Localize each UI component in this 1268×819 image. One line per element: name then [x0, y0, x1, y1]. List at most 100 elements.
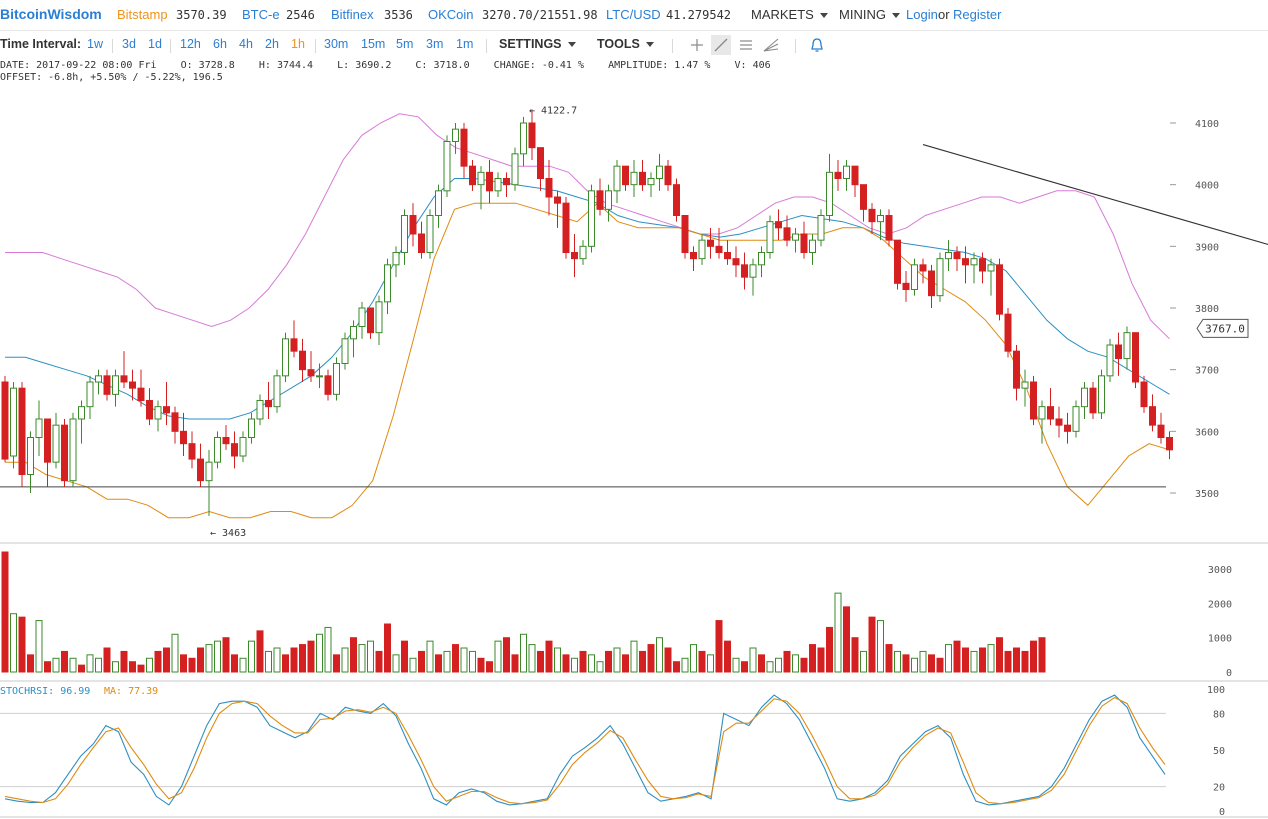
volume-bar	[112, 661, 119, 673]
bell-icon[interactable]	[807, 35, 827, 55]
volume-bar	[834, 592, 842, 673]
interval-1w[interactable]: 1w	[87, 37, 103, 51]
volume-bar	[1004, 650, 1012, 673]
volume-bar	[741, 661, 748, 673]
interval-4h[interactable]: 4h	[239, 37, 253, 51]
volume-bar	[307, 640, 315, 673]
horizontal-lines-icon[interactable]	[736, 35, 756, 55]
volume-bar	[248, 640, 255, 673]
brand-logo[interactable]: BitcoinWisdom	[0, 6, 102, 22]
volume-bar	[35, 620, 43, 673]
candle-body	[698, 239, 706, 260]
trendline-icon[interactable]	[711, 35, 731, 55]
volume-bar	[265, 650, 272, 673]
bollinger-lower-line	[5, 202, 1170, 519]
volume-bar	[545, 640, 553, 673]
trendline	[922, 144, 1268, 245]
separator	[112, 39, 113, 53]
candle-body	[418, 233, 425, 253]
volume-tick-label: 2000	[1208, 599, 1232, 610]
volume-bar	[622, 654, 629, 673]
volume-bar	[877, 620, 884, 673]
candle-body	[214, 437, 221, 463]
ticker-bitstamp-link[interactable]: Bitstamp	[117, 7, 168, 22]
interval-1m[interactable]: 1m	[456, 37, 474, 51]
candle-body	[860, 184, 867, 210]
candle-body	[741, 264, 748, 278]
candle-body	[231, 443, 238, 457]
volume-bar	[103, 647, 111, 673]
volume-bars	[1, 551, 1046, 673]
register-link[interactable]: Register	[953, 7, 1002, 22]
candle-body	[707, 239, 714, 247]
annotations: ← 4122.7 ← 3463 3767.0	[210, 105, 1249, 539]
volume-bar	[554, 647, 561, 673]
candle-body	[44, 418, 51, 463]
candle-body	[86, 381, 94, 408]
ticker-okcoin-link[interactable]: OKCoin	[428, 7, 474, 22]
fan-icon[interactable]	[761, 35, 781, 55]
candle-body	[537, 147, 544, 180]
interval-3m[interactable]: 3m	[426, 37, 444, 51]
interval-1h[interactable]: 1h	[291, 37, 305, 51]
candle-body	[188, 443, 196, 460]
volume-bar	[86, 654, 94, 673]
interval-15m[interactable]: 15m	[361, 37, 386, 51]
volume-bar	[409, 657, 417, 673]
price-tick-label: 3900	[1195, 242, 1219, 253]
markets-menu[interactable]: MARKETS	[751, 7, 828, 22]
mining-menu[interactable]: MINING	[839, 7, 900, 22]
price-axis: 3500 3600 3700 3800 3900 4000 4100	[1170, 119, 1219, 500]
candle-body	[248, 418, 255, 438]
candle-body	[1055, 418, 1063, 426]
volume-bar	[596, 661, 604, 673]
volume-bar	[928, 654, 935, 673]
candle-body	[401, 215, 408, 253]
volume-bar	[214, 640, 221, 673]
candle-body	[341, 338, 349, 365]
candle-body	[647, 178, 655, 186]
crosshair-icon[interactable]	[687, 35, 707, 55]
candle-body	[664, 165, 672, 186]
tools-menu[interactable]: TOOLS	[597, 37, 654, 51]
candle-body	[103, 375, 111, 395]
candle-body	[970, 258, 978, 266]
interval-1d[interactable]: 1d	[148, 37, 162, 51]
ticker-btce-link[interactable]: BTC-e	[242, 7, 280, 22]
volume-bar	[197, 647, 204, 673]
volume-bar	[256, 630, 264, 673]
ohlc-info: DATE: 2017-09-22 08:00 Fri O: 3728.8 H: …	[0, 60, 771, 84]
ticker-bitfinex-link[interactable]: Bitfinex	[331, 7, 374, 22]
volume-tick-label: 1000	[1208, 634, 1232, 645]
login-link[interactable]: Login	[906, 7, 938, 22]
volume-bar	[749, 647, 757, 673]
candle-body	[10, 387, 17, 457]
min-price-label: ← 3463	[210, 528, 246, 539]
ticker-ltcusd-link[interactable]: LTC/USD	[606, 7, 661, 22]
interval-5m[interactable]: 5m	[396, 37, 414, 51]
interval-12h[interactable]: 12h	[180, 37, 201, 51]
volume-bar	[503, 637, 510, 673]
interval-2h[interactable]: 2h	[265, 37, 279, 51]
volume-bar	[681, 657, 689, 673]
candle-body	[469, 165, 476, 186]
candle-body	[690, 252, 697, 260]
candle-body	[1106, 344, 1114, 377]
interval-6h[interactable]: 6h	[213, 37, 227, 51]
candle-body	[681, 215, 689, 253]
candle-body	[443, 141, 451, 192]
volume-bar	[562, 654, 570, 673]
volume-bar	[18, 616, 26, 673]
volume-bar	[605, 650, 612, 673]
volume-bar	[826, 626, 833, 673]
volume-bar	[188, 657, 196, 673]
candle-body	[426, 215, 434, 253]
volume-bar	[324, 626, 332, 673]
candle-body	[902, 282, 910, 291]
interval-3d[interactable]: 3d	[122, 37, 136, 51]
settings-menu[interactable]: SETTINGS	[499, 37, 576, 51]
interval-30m[interactable]: 30m	[324, 37, 349, 51]
volume-bar	[843, 606, 850, 673]
last-price-box	[1196, 318, 1249, 338]
